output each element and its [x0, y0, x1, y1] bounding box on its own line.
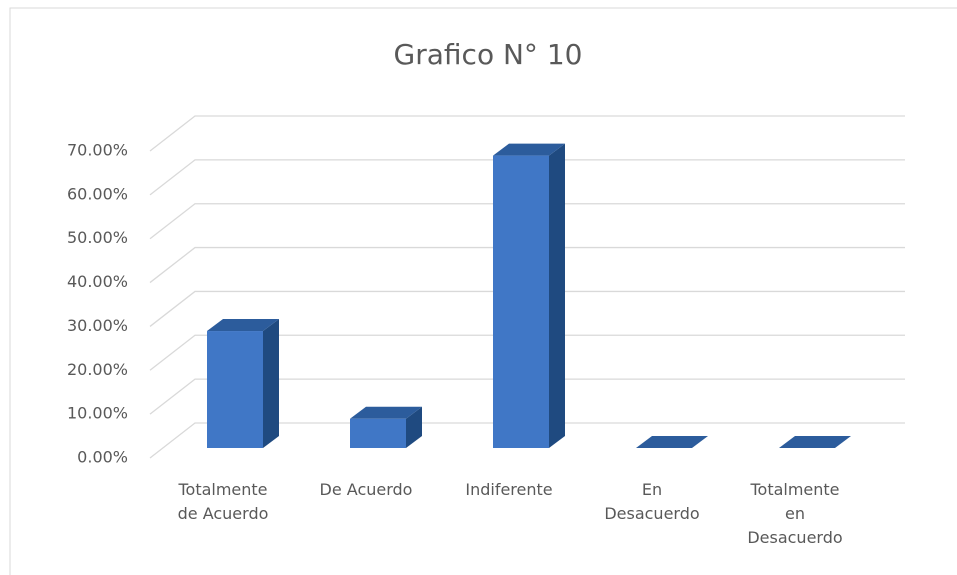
y-tick-label: 20.00% — [67, 360, 128, 379]
grid-line — [149, 246, 905, 284]
y-tick-label: 0.00% — [77, 448, 128, 467]
grid-line — [149, 290, 905, 327]
bar — [207, 331, 263, 448]
x-tick-label: Indiferente — [465, 480, 553, 499]
y-tick-label: 70.00% — [67, 141, 128, 160]
grid-line — [149, 378, 905, 415]
y-tick-label: 60.00% — [67, 184, 128, 203]
bar-top — [636, 436, 708, 448]
x-tick-label: Totalmente de Acuerdo — [177, 480, 269, 523]
bar — [493, 155, 549, 448]
chart-title: Grafico N° 10 — [394, 38, 583, 71]
grid-line — [149, 334, 905, 371]
grid-line — [149, 203, 905, 240]
y-tick-label: 40.00% — [67, 272, 128, 291]
bar-top — [207, 319, 279, 332]
bar — [350, 418, 406, 448]
x-tick-label: En Desacuerdo — [604, 480, 700, 523]
grid-line — [149, 159, 905, 196]
bar-side — [549, 143, 565, 448]
y-tick-label: 50.00% — [67, 228, 128, 247]
y-tick-label: 30.00% — [67, 316, 128, 335]
x-tick-label: De Acuerdo — [319, 480, 413, 499]
y-tick-label: 10.00% — [67, 404, 128, 423]
x-tick-label: Totalmente en Desacuerdo — [747, 480, 843, 547]
grid-line — [149, 422, 905, 459]
bar-side — [263, 319, 279, 448]
bar-top — [493, 143, 565, 156]
bar-top — [350, 406, 422, 419]
bar-top — [779, 436, 851, 448]
grid-line — [149, 115, 905, 152]
bar-side — [406, 406, 422, 448]
